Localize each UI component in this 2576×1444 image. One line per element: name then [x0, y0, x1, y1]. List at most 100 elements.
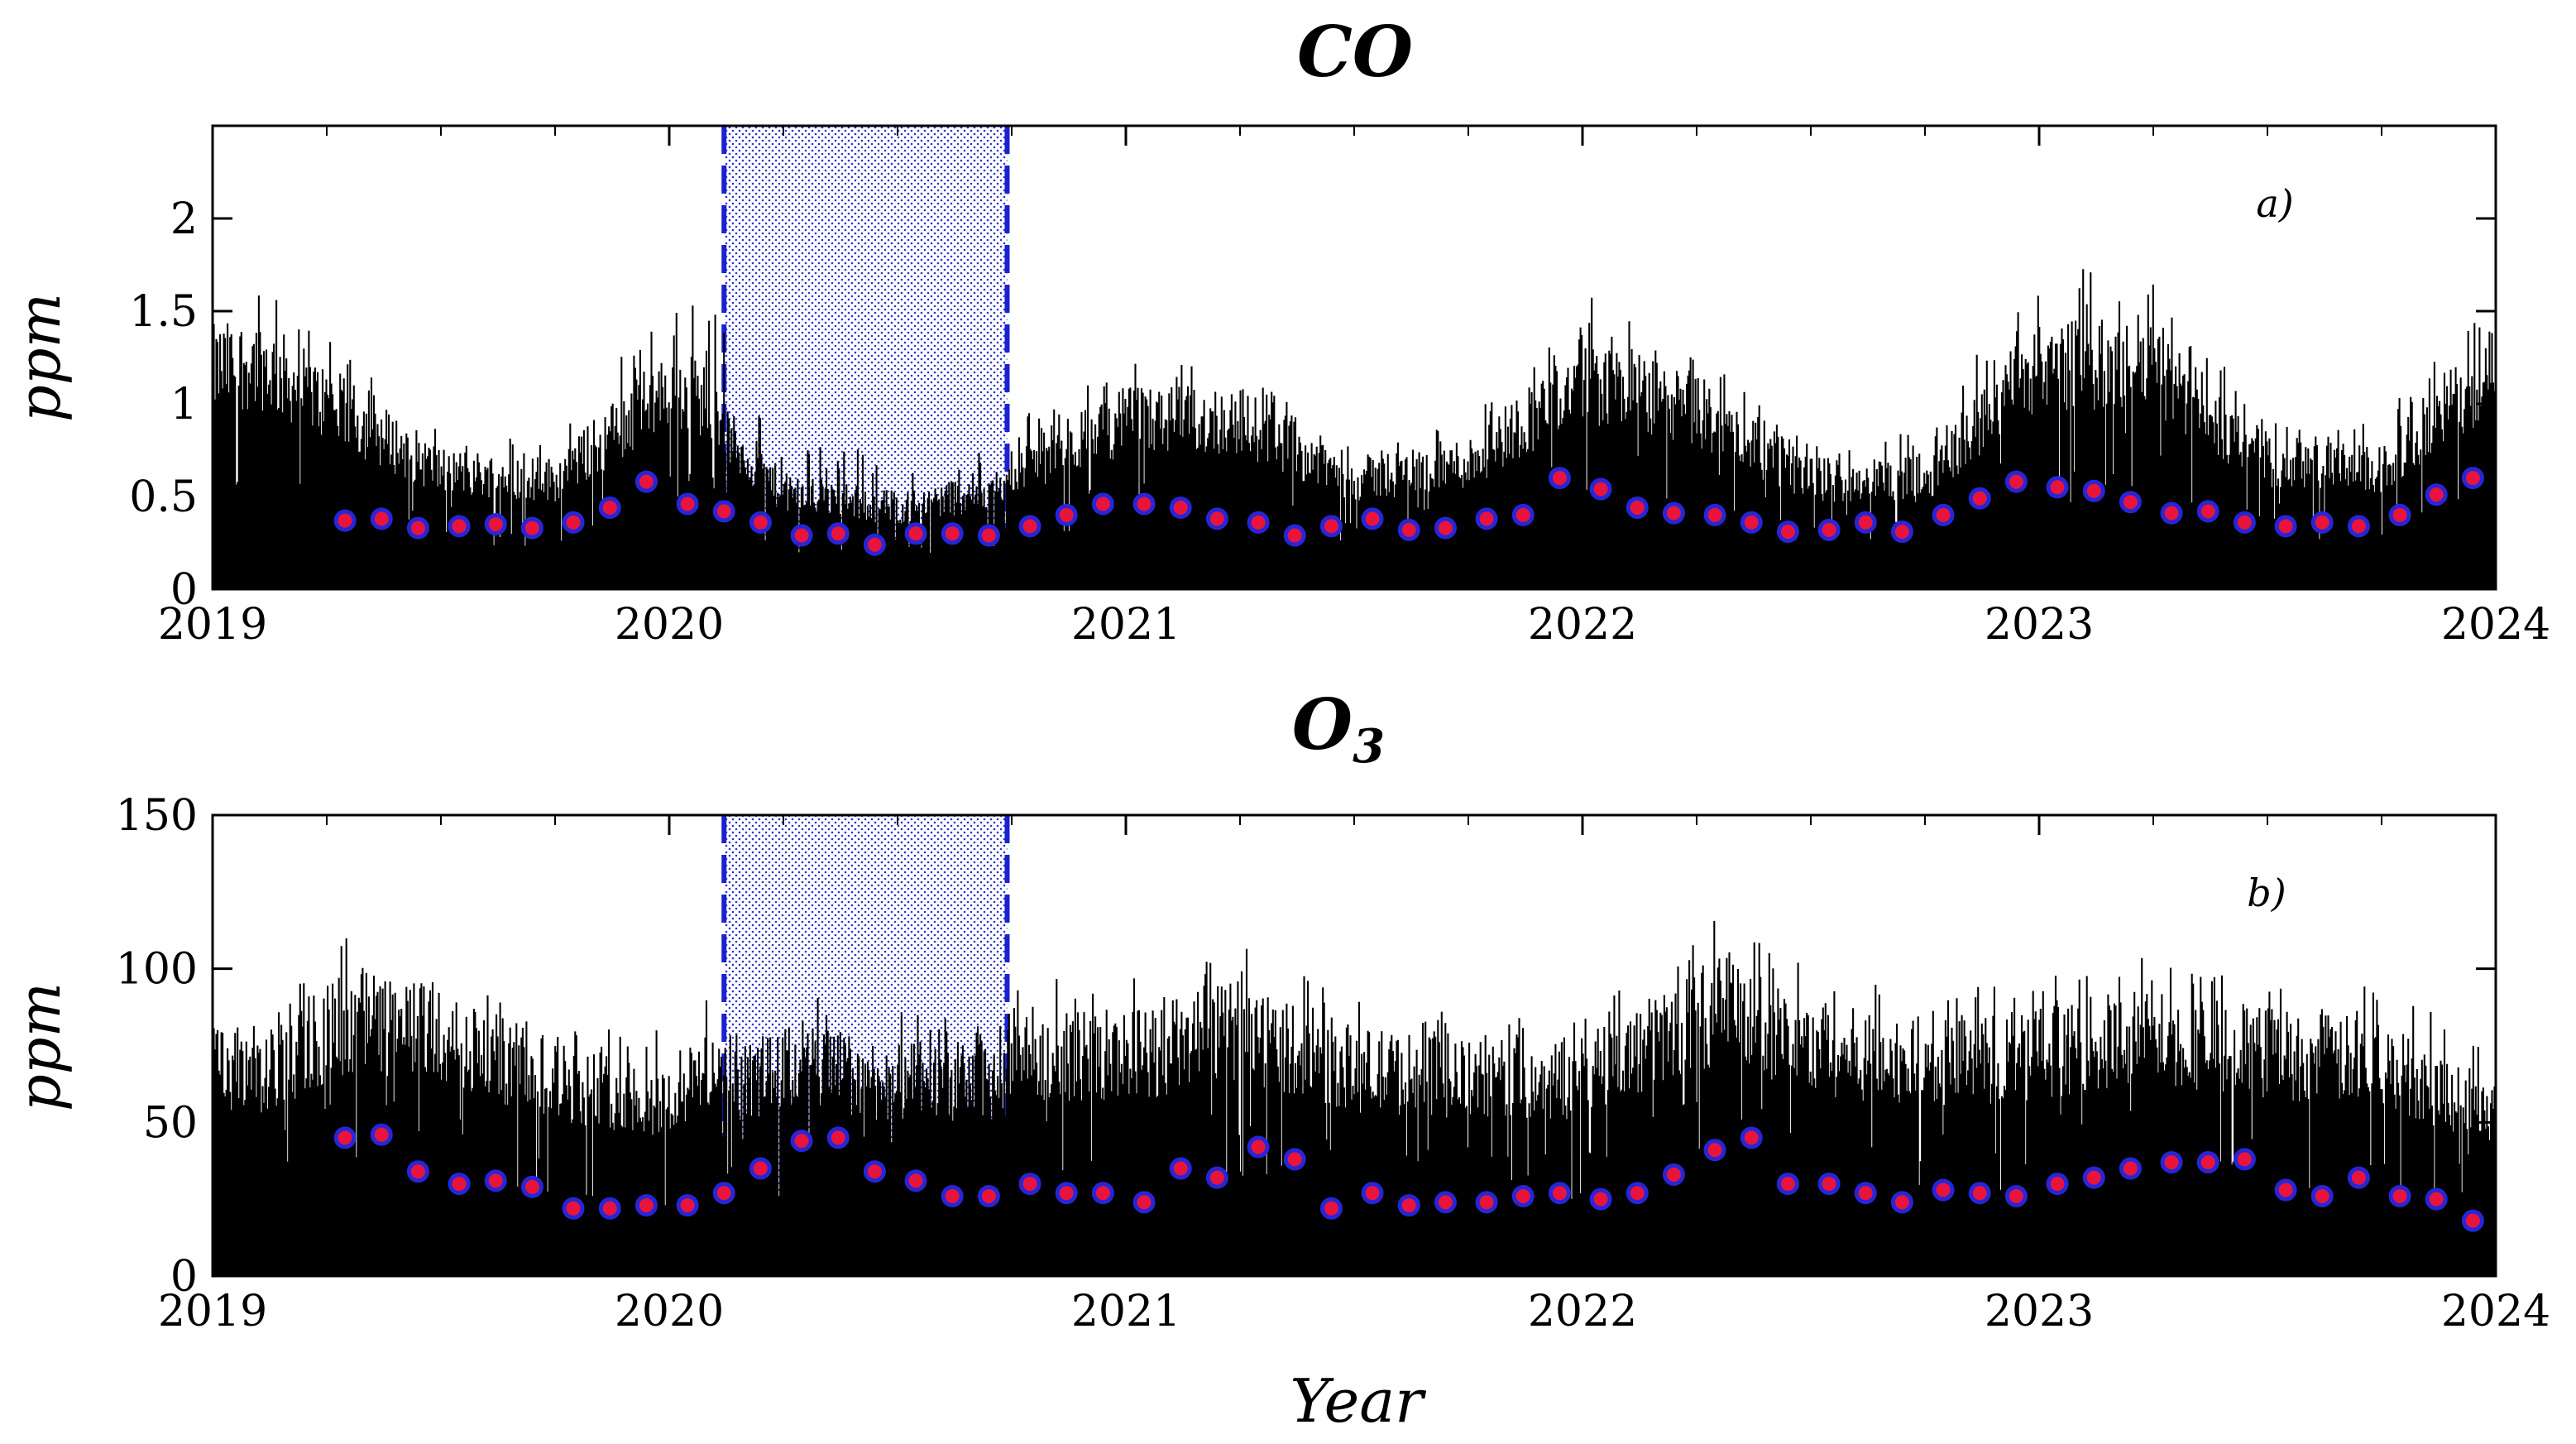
o3-monthly-mean-point — [2119, 1157, 2142, 1180]
co-monthly-mean-point — [904, 522, 927, 545]
co-panel-label: a) — [2256, 181, 2293, 226]
co-monthly-mean-point — [2196, 500, 2219, 523]
co-ytick-label: 1.5 — [129, 287, 198, 337]
co-monthly-mean-point — [1703, 503, 1726, 526]
o3-monthly-mean-point — [2461, 1209, 2484, 1232]
co-monthly-mean-point — [749, 511, 772, 534]
co-monthly-mean-point — [634, 470, 658, 493]
o3-daily-bars — [211, 920, 2496, 1276]
co-ytick-label: 1 — [170, 380, 198, 429]
co-monthly-mean-point — [2274, 515, 2297, 538]
co-monthly-mean-point — [1247, 511, 1270, 534]
o3-monthly-mean-point — [634, 1194, 658, 1217]
co-monthly-mean-point — [1589, 477, 1612, 501]
co-xtick-label: 2020 — [615, 600, 724, 650]
co-ytick-label: 2 — [170, 194, 198, 244]
o3-monthly-mean-point — [904, 1169, 927, 1192]
o3-title-subscript: 3 — [1353, 719, 1385, 774]
co-monthly-mean-point — [484, 513, 507, 536]
o3-monthly-mean-point — [1361, 1182, 1384, 1205]
o3-panel-label: b) — [2247, 871, 2286, 915]
co-monthly-mean-point — [2347, 515, 2370, 538]
co-monthly-mean-point — [2119, 491, 2142, 514]
co-monthly-mean-point — [941, 522, 964, 545]
o3-monthly-mean-point — [598, 1197, 621, 1220]
o3-ylabel: ppm — [6, 982, 74, 1111]
o3-monthly-mean-point — [1626, 1182, 1649, 1205]
o3-axes: 2019 2020 2021 2022 2023 2024 0 50 100 150 — [116, 791, 2550, 1336]
o3-ytick-label: 100 — [116, 945, 198, 995]
o3-xtick-label: 2024 — [2441, 1287, 2550, 1336]
o3-xtick-label: 2023 — [1985, 1287, 2094, 1336]
co-ytick-label: 0.5 — [129, 473, 198, 522]
o3-monthly-mean-point — [1662, 1163, 1685, 1186]
co-monthly-mean-point — [1361, 507, 1384, 530]
co-monthly-mean-point — [1132, 492, 1156, 516]
o3-monthly-mean-point — [1511, 1184, 1535, 1207]
co-daily-bars — [211, 269, 2496, 589]
panel-co: CO a) ppm 2019 2020 2021 2022 2023 2024 0 0.5 1 1… — [6, 11, 2550, 650]
co-monthly-mean-point — [2046, 476, 2069, 499]
co-monthly-mean-point — [1817, 518, 1841, 541]
co-xtick-label: 2022 — [1528, 600, 1637, 650]
o3-monthly-means — [333, 1123, 2484, 1232]
o3-monthly-mean-point — [2388, 1184, 2411, 1207]
co-monthly-means — [333, 467, 2484, 556]
co-xtick-label: 2024 — [2441, 600, 2550, 650]
co-daily-bars-path — [211, 269, 2496, 589]
co-monthly-mean-point — [2461, 467, 2484, 490]
co-monthly-mean-point — [406, 516, 429, 540]
co-monthly-mean-point — [1283, 524, 1306, 547]
panel-o3: O3 b) ppm Year 2019 2020 2021 2022 2023 2024 0… — [6, 684, 2550, 1436]
o3-monthly-mean-point — [1434, 1191, 1457, 1214]
co-monthly-mean-point — [2310, 511, 2334, 534]
o3-monthly-mean-point — [2233, 1148, 2256, 1171]
co-monthly-mean-point — [977, 524, 1000, 547]
o3-xtick-label: 2022 — [1528, 1287, 1637, 1336]
co-monthly-mean-point — [1890, 521, 1913, 544]
o3-title: O3 — [1292, 684, 1385, 774]
o3-monthly-mean-point — [1740, 1126, 1763, 1149]
o3-monthly-mean-point — [1703, 1139, 1726, 1162]
o3-monthly-mean-point — [333, 1126, 357, 1149]
co-monthly-mean-point — [2004, 470, 2028, 493]
o3-monthly-mean-point — [2196, 1151, 2219, 1174]
co-monthly-mean-point — [1626, 496, 1649, 519]
o3-ytick-label: 0 — [170, 1252, 198, 1302]
o3-monthly-mean-point — [1319, 1197, 1343, 1220]
o3-monthly-mean-point — [863, 1160, 886, 1183]
co-monthly-mean-point — [1475, 507, 1498, 530]
co-monthly-mean-point — [1169, 496, 1192, 519]
o3-monthly-mean-point — [1589, 1187, 1612, 1211]
o3-monthly-mean-point — [1205, 1166, 1228, 1189]
o3-monthly-mean-point — [2274, 1178, 2297, 1202]
o3-monthly-mean-point — [520, 1175, 543, 1198]
co-monthly-mean-point — [1018, 515, 1041, 538]
co-monthly-mean-point — [1968, 487, 1991, 510]
o3-xtick-label: 2021 — [1071, 1287, 1180, 1336]
o3-monthly-mean-point — [1968, 1182, 1991, 1205]
o3-monthly-mean-point — [1018, 1173, 1041, 1196]
co-monthly-mean-point — [370, 507, 393, 530]
o3-daily-bars-path — [211, 920, 2496, 1276]
o3-monthly-mean-point — [1247, 1135, 1270, 1159]
co-monthly-mean-point — [333, 509, 357, 532]
o3-monthly-mean-point — [977, 1184, 1000, 1207]
o3-monthly-mean-point — [370, 1123, 393, 1146]
co-monthly-mean-point — [598, 496, 621, 519]
co-title: CO — [1297, 11, 1413, 93]
o3-monthly-mean-point — [712, 1182, 735, 1205]
co-xtick-label: 2019 — [158, 600, 267, 650]
o3-monthly-mean-point — [562, 1197, 585, 1220]
o3-xtick-label: 2019 — [158, 1287, 267, 1336]
o3-ytick-label: 150 — [116, 791, 198, 841]
co-monthly-mean-point — [448, 515, 471, 538]
co-monthly-mean-point — [1662, 501, 1685, 525]
o3-monthly-mean-point — [1890, 1191, 1913, 1214]
co-monthly-mean-point — [562, 511, 585, 534]
o3-monthly-mean-point — [1548, 1182, 1571, 1205]
o3-monthly-mean-point — [1817, 1173, 1841, 1196]
o3-monthly-mean-point — [826, 1126, 850, 1149]
co-monthly-mean-point — [1205, 507, 1228, 530]
co-monthly-mean-point — [676, 492, 699, 516]
